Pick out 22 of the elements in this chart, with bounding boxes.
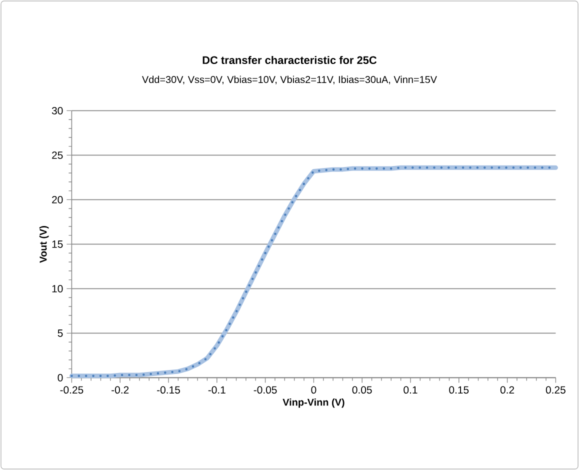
x-tick-label: 0.15: [449, 386, 469, 394]
x-axis-title: Vinp-Vinn (V): [282, 398, 344, 408]
y-tick-label: 20: [52, 196, 63, 204]
x-tick-label: 0: [311, 386, 316, 394]
x-tick-label: 0.25: [546, 386, 566, 394]
y-tick-label: 30: [52, 107, 63, 114]
x-tick-label: 0.05: [352, 386, 372, 394]
x-tick-label: -0.1: [208, 386, 226, 394]
chart-title: DC transfer characteristic for 25C: [202, 56, 377, 64]
chart-subtitle: Vdd=30V, Vss=0V, Vbias=10V, Vbias2=11V, Ibias=30uA, Vinn=15V: [142, 76, 437, 84]
x-tick-label: 0.2: [500, 386, 514, 394]
y-tick-label: 5: [58, 330, 63, 337]
y-tick-label: 15: [52, 240, 63, 248]
y-tick-label: 25: [52, 152, 63, 159]
y-axis-title: Vout (V): [39, 226, 49, 263]
x-tick-label: -0.2: [112, 386, 129, 394]
x-tick-label: -0.15: [157, 386, 180, 394]
x-tick-label: -0.05: [254, 386, 277, 394]
y-tick-label: 10: [52, 285, 63, 292]
x-tick-label: 0.1: [404, 386, 418, 394]
x-tick-label: -0.25: [60, 386, 84, 394]
y-tick-label: 0: [58, 374, 63, 382]
